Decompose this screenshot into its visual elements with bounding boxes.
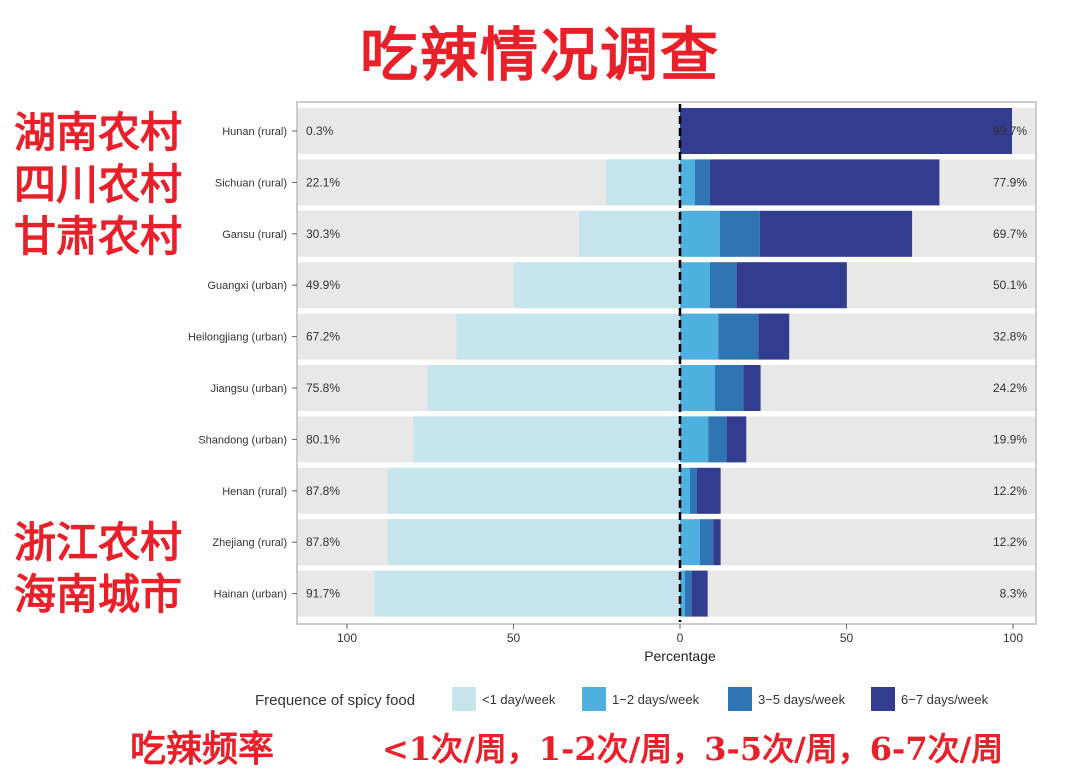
bar-lt1-6 xyxy=(413,416,680,463)
bar-2-5 xyxy=(714,365,744,411)
x-axis-label: Percentage xyxy=(644,648,716,664)
bar-3-9 xyxy=(691,570,708,617)
bar-1-5 xyxy=(680,365,715,411)
legend-title: Frequence of spicy food xyxy=(255,692,415,709)
right-percent-label-4: 32.8% xyxy=(993,330,1027,344)
legend-swatch-3 xyxy=(871,687,895,711)
bar-2-8 xyxy=(699,519,714,566)
annotation-hainan: 海南城市 xyxy=(14,570,183,619)
right-percent-label-3: 50.1% xyxy=(993,278,1027,292)
left-percent-label-9: 91.7% xyxy=(306,587,340,601)
bar-2-7 xyxy=(689,467,697,514)
left-percent-label-8: 87.8% xyxy=(306,535,340,549)
bar-1-2 xyxy=(680,210,720,257)
legend-label-0: <1 day/week xyxy=(482,692,556,707)
left-percent-label-2: 30.3% xyxy=(306,227,340,241)
left-percent-label-1: 22.1% xyxy=(306,175,340,189)
bar-2-2 xyxy=(719,210,760,257)
bar-lt1-8 xyxy=(387,519,680,566)
category-label-7: Henan (rural) xyxy=(222,486,287,498)
bar-1-8 xyxy=(680,519,700,566)
bar-1-6 xyxy=(680,416,709,463)
bar-3-3 xyxy=(736,262,847,309)
bar-3-1 xyxy=(709,159,940,206)
legend-label-1: 1−2 days/week xyxy=(612,692,700,707)
bar-3-5 xyxy=(743,365,761,411)
right-percent-label-7: 12.2% xyxy=(993,484,1027,498)
left-percent-label-0: 0.3% xyxy=(306,124,334,138)
category-label-1: Sichuan (rural) xyxy=(215,177,287,189)
bar-1-9 xyxy=(680,570,685,617)
right-percent-label-5: 24.2% xyxy=(993,381,1027,395)
right-percent-label-1: 77.9% xyxy=(993,175,1027,189)
bar-2-4 xyxy=(718,313,759,360)
x-tick-label-0: 100 xyxy=(337,631,357,645)
annotation-sichuan: 四川农村 xyxy=(14,160,183,209)
category-label-2: Gansu (rural) xyxy=(222,229,287,241)
bar-lt1-1 xyxy=(606,159,680,206)
bar-1-1 xyxy=(680,159,695,206)
annotation-hunan: 湖南农村 xyxy=(14,108,183,157)
bar-lt1-3 xyxy=(513,262,680,309)
legend-swatch-2 xyxy=(728,687,752,711)
bar-2-9 xyxy=(684,570,692,617)
bar-3-0 xyxy=(680,108,1013,154)
bar-3-6 xyxy=(726,416,747,463)
bar-3-2 xyxy=(759,210,913,257)
left-percent-label-6: 80.1% xyxy=(306,432,340,446)
legend-label-3: 6−7 days/week xyxy=(901,692,989,707)
bar-1-7 xyxy=(680,467,690,514)
bar-1-4 xyxy=(680,313,719,360)
x-tick-label-2: 0 xyxy=(677,631,684,645)
bar-lt1-4 xyxy=(456,313,680,360)
category-label-3: Guangxi (urban) xyxy=(208,280,288,292)
bar-3-8 xyxy=(713,519,721,566)
left-percent-label-3: 49.9% xyxy=(306,278,340,292)
category-label-5: Jiangsu (urban) xyxy=(211,383,287,395)
left-percent-label-4: 67.2% xyxy=(306,330,340,344)
x-tick-label-1: 50 xyxy=(507,631,521,645)
bar-1-3 xyxy=(680,262,710,309)
bar-2-1 xyxy=(694,159,710,206)
left-percent-label-5: 75.8% xyxy=(306,381,340,395)
right-percent-label-9: 8.3% xyxy=(1000,587,1028,601)
legend-label-2: 3−5 days/week xyxy=(758,692,846,707)
frequency-label: 吃辣频率 xyxy=(130,728,275,770)
category-label-8: Zhejiang (rural) xyxy=(212,537,287,549)
category-label-9: Hainan (urban) xyxy=(214,589,287,601)
category-label-0: Hunan (rural) xyxy=(222,126,287,138)
category-label-4: Heilongjiang (urban) xyxy=(188,332,287,344)
bar-3-4 xyxy=(758,313,790,360)
bar-lt1-2 xyxy=(579,210,680,257)
bar-2-6 xyxy=(708,416,727,463)
left-percent-label-7: 87.8% xyxy=(306,484,340,498)
x-tick-label-4: 100 xyxy=(1003,631,1023,645)
bar-3-7 xyxy=(696,467,721,514)
bar-lt1-7 xyxy=(387,467,680,514)
right-percent-label-6: 19.9% xyxy=(993,432,1027,446)
annotation-gansu: 甘肃农村 xyxy=(14,212,183,261)
legend-swatch-0 xyxy=(452,687,476,711)
bar-lt1-9 xyxy=(374,570,680,617)
legend-swatch-1 xyxy=(582,687,606,711)
right-percent-label-0: 99.7% xyxy=(993,124,1027,138)
category-label-6: Shandong (urban) xyxy=(198,434,287,446)
bar-lt1-5 xyxy=(427,365,680,411)
frequency-values: <1次/周，1-2次/周，3-5次/周，6-7次/周 xyxy=(382,730,1004,768)
annotation-zhejiang: 浙江农村 xyxy=(14,518,183,567)
bar-2-3 xyxy=(709,262,737,309)
x-tick-label-3: 50 xyxy=(840,631,854,645)
right-percent-label-8: 12.2% xyxy=(993,535,1027,549)
right-percent-label-2: 69.7% xyxy=(993,227,1027,241)
page-title: 吃辣情况调查 xyxy=(359,21,720,89)
